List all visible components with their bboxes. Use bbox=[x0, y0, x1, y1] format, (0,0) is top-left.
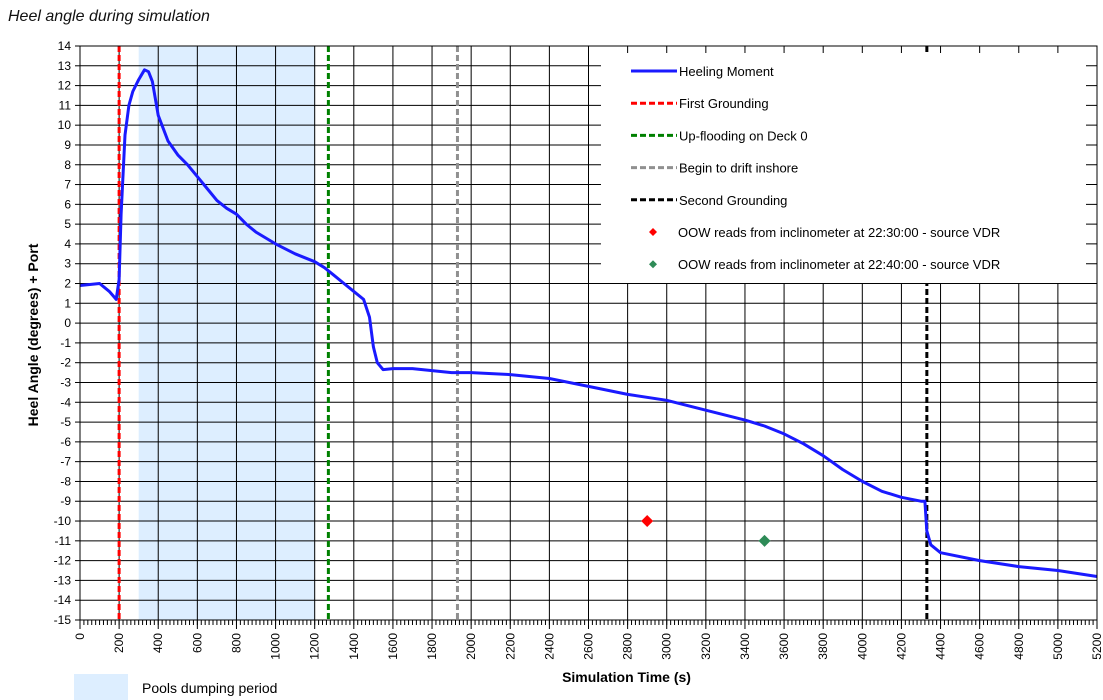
x-tick-label: 4800 bbox=[1012, 633, 1026, 660]
x-tick-label: 4200 bbox=[894, 633, 908, 660]
pools-dumping-swatch bbox=[74, 674, 128, 700]
y-tick-label: -7 bbox=[60, 455, 71, 469]
x-tick-label: 3000 bbox=[660, 633, 674, 660]
y-tick-label: 1 bbox=[64, 296, 71, 310]
x-tick-label: 200 bbox=[112, 633, 126, 653]
x-tick-label: 2000 bbox=[464, 633, 478, 660]
y-tick-label: 14 bbox=[58, 39, 72, 53]
x-tick-label: 4000 bbox=[855, 633, 869, 660]
y-tick-label: 13 bbox=[58, 59, 72, 73]
x-tick-label: 3600 bbox=[777, 633, 791, 660]
x-tick-label: 5000 bbox=[1051, 633, 1065, 660]
y-tick-label: -15 bbox=[54, 613, 72, 627]
x-tick-label: 800 bbox=[229, 633, 243, 653]
y-tick-label: 12 bbox=[58, 79, 72, 93]
y-axis-title: Heel Angle (degrees) + Port bbox=[25, 243, 41, 426]
y-tick-label: 10 bbox=[58, 118, 72, 132]
x-tick-label: 4400 bbox=[934, 633, 948, 660]
legend-label: First Grounding bbox=[679, 96, 769, 111]
y-tick-label: -2 bbox=[60, 356, 71, 370]
heeling-moment-line bbox=[79, 68, 1098, 578]
legend-marker-diamond bbox=[649, 260, 657, 269]
y-tick-label: 3 bbox=[64, 257, 71, 271]
legend-marker-diamond bbox=[649, 228, 657, 236]
y-tick-label: -5 bbox=[60, 415, 71, 429]
inclinometer-marker bbox=[758, 534, 771, 547]
x-tick-label: 5200 bbox=[1090, 633, 1103, 660]
y-tick-label: -12 bbox=[54, 554, 72, 568]
legend-label: Up-flooding on Deck 0 bbox=[679, 128, 808, 143]
y-tick-label: -11 bbox=[55, 534, 72, 548]
y-tick-label: 7 bbox=[64, 178, 71, 192]
x-tick-label: 1400 bbox=[347, 633, 361, 660]
y-tick-label: 8 bbox=[64, 158, 71, 172]
x-tick-label: 2800 bbox=[621, 633, 635, 660]
y-tick-label: -4 bbox=[60, 395, 71, 409]
x-axis-title: Simulation Time (s) bbox=[562, 669, 691, 685]
y-tick-label: -13 bbox=[54, 573, 72, 587]
y-tick-label: 4 bbox=[64, 237, 71, 251]
y-tick-label: 5 bbox=[64, 217, 71, 231]
y-tick-label: -1 bbox=[60, 336, 71, 350]
inclinometer-marker bbox=[641, 515, 654, 528]
legend-label: Begin to drift inshore bbox=[679, 161, 798, 176]
y-tick-label: -9 bbox=[60, 494, 71, 508]
y-tick-label: 2 bbox=[64, 277, 71, 291]
x-tick-label: 3800 bbox=[816, 633, 830, 660]
x-tick-label: 600 bbox=[190, 633, 204, 653]
y-tick-label: 6 bbox=[64, 197, 71, 211]
plot-frame bbox=[79, 45, 1098, 621]
x-tick-label: 2600 bbox=[582, 633, 596, 660]
y-tick-label: -10 bbox=[54, 514, 72, 528]
y-tick-label: -8 bbox=[60, 474, 71, 488]
x-tick-label: 0 bbox=[73, 633, 87, 640]
x-tick-label: 3400 bbox=[738, 633, 752, 660]
x-tick-label: 1200 bbox=[308, 633, 322, 660]
x-tick-label: 400 bbox=[151, 633, 165, 653]
legend-label: OOW reads from inclinometer at 22:30:00 … bbox=[678, 225, 1000, 240]
y-tick-label: 9 bbox=[64, 138, 71, 152]
x-tick-label: 1800 bbox=[425, 633, 439, 660]
x-tick-label: 2400 bbox=[542, 633, 556, 660]
x-tick-label: 3200 bbox=[699, 633, 713, 660]
x-tick-label: 1600 bbox=[386, 633, 400, 660]
legend-box bbox=[601, 53, 1086, 283]
x-tick-label: 2200 bbox=[503, 633, 517, 660]
pools-dumping-label: Pools dumping period bbox=[142, 680, 278, 696]
legend-label: Second Grounding bbox=[679, 193, 787, 208]
y-tick-label: -3 bbox=[60, 375, 71, 389]
legend-label: OOW reads from inclinometer at 22:40:00 … bbox=[678, 257, 1000, 272]
legend-label: Heeling Moment bbox=[679, 64, 774, 79]
x-tick-label: 1000 bbox=[269, 633, 283, 660]
y-tick-label: 11 bbox=[59, 98, 72, 112]
y-tick-label: 0 bbox=[64, 316, 71, 330]
y-tick-label: -6 bbox=[60, 435, 71, 449]
y-tick-label: -14 bbox=[54, 593, 72, 607]
chart-title: Heel angle during simulation bbox=[8, 8, 210, 25]
x-tick-label: 4600 bbox=[973, 633, 987, 660]
